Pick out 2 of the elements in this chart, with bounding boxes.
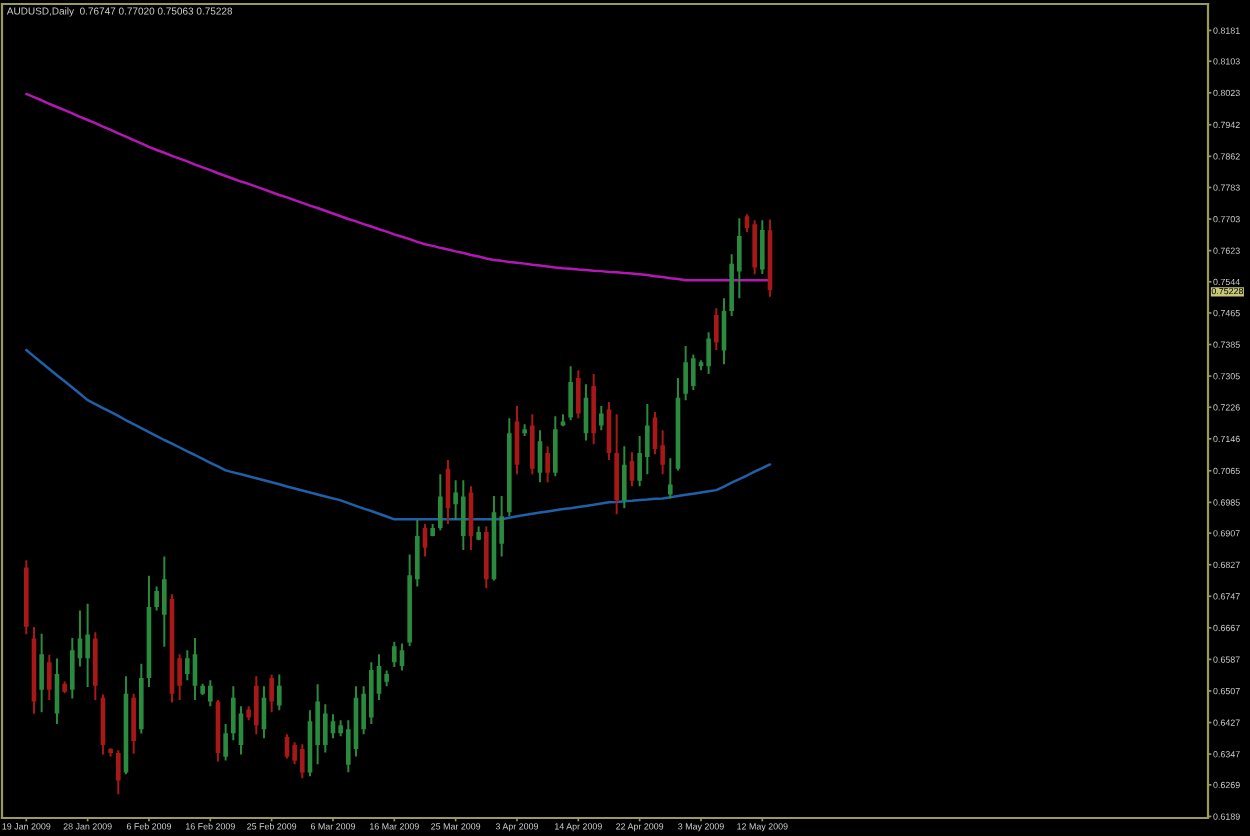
line-series — [25, 348, 772, 521]
line-series — [25, 92, 772, 282]
